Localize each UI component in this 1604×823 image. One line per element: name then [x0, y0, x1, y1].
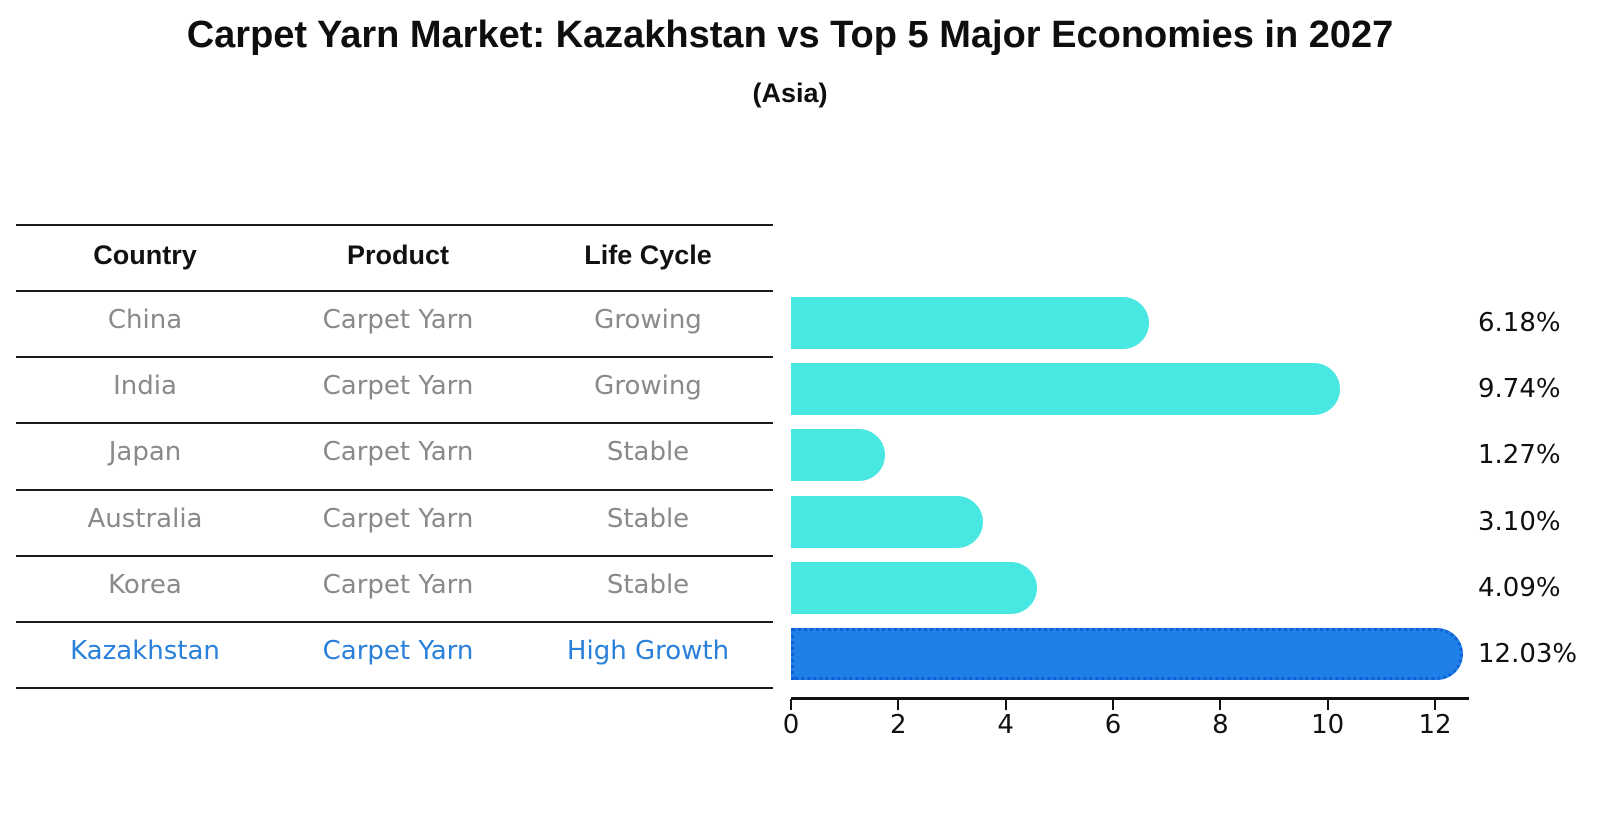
bar [791, 297, 1149, 350]
row-lifecycle-label: High Growth [566, 635, 730, 666]
bar [791, 429, 886, 482]
axis-tick-label: 10 [1311, 710, 1345, 740]
row-separator-line [16, 620, 773, 623]
bar-value-label: 9.74% [1478, 374, 1561, 405]
row-country-label: India [113, 371, 177, 402]
row-separator-line [16, 554, 773, 557]
row-lifecycle-label: Stable [606, 503, 690, 534]
axis-tick [1112, 699, 1115, 710]
row-product-label: Carpet Yarn [322, 371, 474, 402]
row-separator-line [16, 290, 773, 292]
column-header-product: Product [346, 240, 449, 270]
bar-value-label: 3.10% [1478, 506, 1561, 537]
axis-tick [1219, 699, 1222, 710]
bar [791, 363, 1340, 416]
chart-title: Carpet Yarn Market: Kazakhstan vs Top 5 … [186, 14, 1394, 56]
column-header-country: Country [93, 240, 197, 270]
row-product-label: Carpet Yarn [322, 305, 474, 336]
bar [791, 495, 984, 548]
axis-tick-label: 12 [1418, 710, 1452, 740]
bar-value-label: 6.18% [1478, 308, 1561, 339]
chart-subtitle: (Asia) [752, 78, 828, 108]
axis-tick [897, 699, 900, 710]
bar-value-label: 1.27% [1478, 440, 1561, 471]
row-product-label: Carpet Yarn [322, 635, 474, 666]
row-country-label: Australia [87, 503, 203, 534]
axis-tick-label: 6 [1104, 710, 1122, 740]
row-country-label: Kazakhstan [70, 635, 220, 666]
axis-tick-label: 8 [1212, 710, 1229, 740]
axis-tick [790, 699, 792, 710]
row-separator-line [16, 687, 773, 690]
row-separator-line [16, 422, 773, 425]
row-country-label: China [107, 305, 183, 336]
row-product-label: Carpet Yarn [322, 437, 474, 468]
column-header-lifecycle: Life Cycle [584, 240, 712, 270]
axis-tick [1434, 699, 1437, 710]
row-separator-line [16, 488, 773, 491]
row-product-label: Carpet Yarn [322, 503, 474, 534]
axis-tick [1004, 699, 1007, 710]
axis-tick [1326, 699, 1329, 710]
row-product-label: Carpet Yarn [322, 569, 474, 600]
bar [791, 561, 1037, 614]
row-country-label: Korea [108, 569, 182, 600]
bar-value-label: 4.09% [1478, 572, 1561, 603]
row-lifecycle-label: Growing [594, 305, 702, 336]
axis-tick-label: 4 [997, 710, 1014, 740]
highlight-bar [791, 627, 1463, 680]
row-lifecycle-label: Stable [606, 569, 690, 600]
bar-value-label: 12.03% [1478, 638, 1578, 669]
table-top-line [16, 224, 773, 226]
row-lifecycle-label: Growing [594, 371, 702, 402]
row-country-label: Japan [108, 437, 182, 468]
row-lifecycle-label: Stable [606, 437, 690, 468]
axis-tick-label: 0 [782, 710, 800, 740]
axis-tick-label: 2 [890, 710, 907, 740]
row-separator-line [16, 356, 773, 359]
x-axis-line [791, 697, 1469, 700]
